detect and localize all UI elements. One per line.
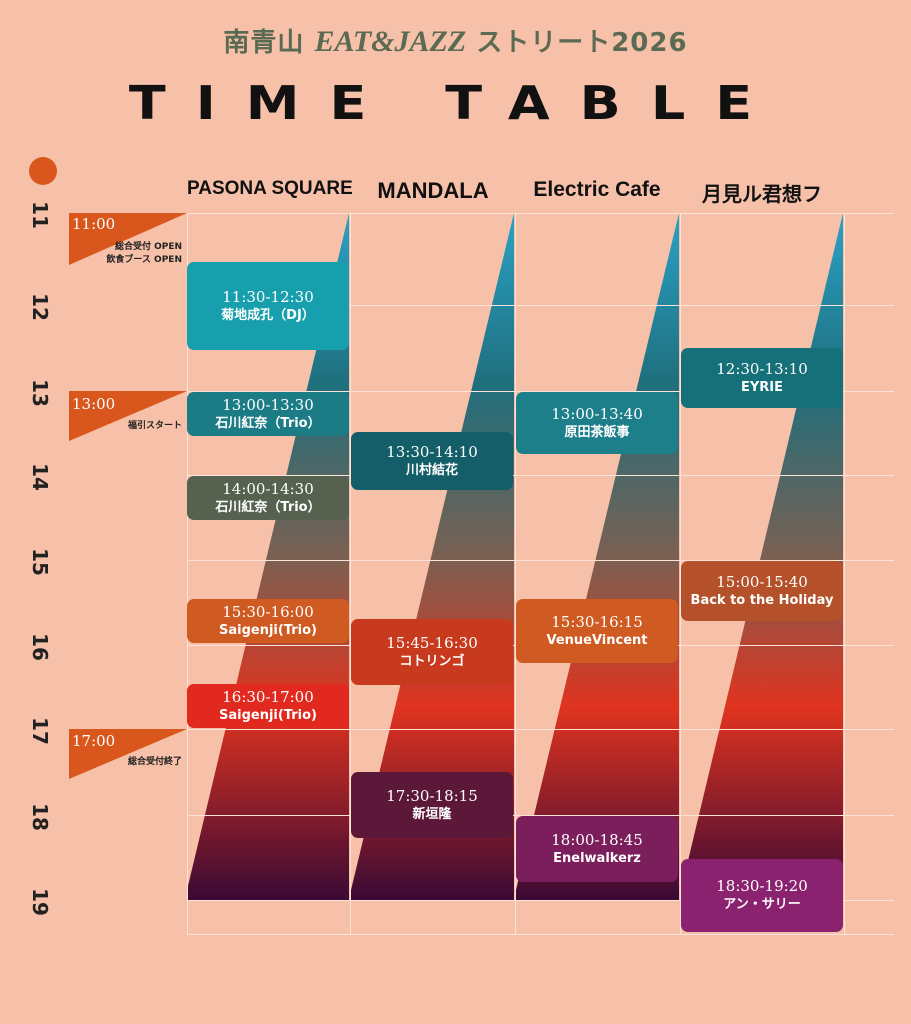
note-flag-1700 <box>69 729 187 779</box>
grid-line-11 <box>187 213 894 214</box>
event-card[interactable]: 18:00-18:45 Enelwalkerz <box>516 816 678 882</box>
event-card[interactable]: 18:30-19:20 アン・サリー <box>681 859 843 932</box>
grid-col-line <box>350 213 351 934</box>
grid-line-bottom <box>187 934 894 935</box>
gradient-shape-mandala <box>351 213 514 900</box>
event-time: 16:30-17:00 <box>222 687 314 706</box>
event-card[interactable]: 15:30-16:15 VenueVincent <box>516 599 678 663</box>
event-time: 13:00-13:40 <box>551 404 643 423</box>
venue-header-tsukimiru: 月見ル君想フ <box>702 184 822 206</box>
event-time: 11:30-12:30 <box>222 287 314 306</box>
note-time-1700: 17:00 <box>72 732 116 750</box>
venue-header-mandala: MANDALA <box>377 178 489 203</box>
event-artist: アン・サリー <box>723 897 801 912</box>
event-artist: 原田茶飯事 <box>564 424 630 440</box>
event-time: 18:30-19:20 <box>716 877 808 895</box>
festival-prefix: 南青山 <box>223 28 305 58</box>
gradient-shape-pasona <box>187 213 349 900</box>
event-card[interactable]: 17:30-18:15 新垣隆 <box>351 772 513 838</box>
event-time: 15:30-16:15 <box>551 612 643 631</box>
note-time-1300: 13:00 <box>72 395 116 413</box>
grid-col-line <box>844 213 845 934</box>
note-flag-1300 <box>69 391 187 441</box>
hour-label-11: 11 <box>28 201 52 229</box>
event-artist: Saigenji(Trio) <box>218 622 317 638</box>
hour-label-13: 13 <box>28 379 52 407</box>
event-card[interactable]: 13:30-14:10 川村結花 <box>351 432 513 490</box>
event-time: 12:30-13:10 <box>716 359 808 378</box>
hour-label-19: 19 <box>28 888 52 916</box>
event-card[interactable]: 15:30-16:00 Saigenji(Trio) <box>187 599 349 643</box>
grid-col-line <box>680 213 681 934</box>
event-time: 13:30-14:10 <box>386 442 478 461</box>
gradient-shape-tsukimiru <box>681 213 843 900</box>
note-text-1100: 総合受付 OPEN 飲食ブース OPEN <box>106 241 182 267</box>
note-text-1700: 総合受付終了 <box>128 756 182 769</box>
hour-label-17: 17 <box>28 717 52 745</box>
event-artist: 石川紅奈（Trio） <box>215 415 321 431</box>
event-time: 14:00-14:30 <box>222 479 314 498</box>
event-time: 17:30-18:15 <box>386 786 478 805</box>
hour-label-16: 16 <box>28 633 52 661</box>
event-time: 15:00-15:40 <box>716 572 808 591</box>
hour-label-18: 18 <box>28 803 52 831</box>
event-artist: VenueVincent <box>546 632 648 648</box>
festival-brand: EAT&JAZZ <box>314 25 467 58</box>
event-card[interactable]: 13:00-13:40 原田茶飯事 <box>516 392 678 454</box>
orange-dot-icon <box>29 157 57 185</box>
grid-line-19 <box>187 900 894 901</box>
note-flag-1100 <box>69 213 187 265</box>
event-artist: Saigenji(Trio) <box>218 707 317 723</box>
note-line: 飲食ブース OPEN <box>106 255 182 265</box>
hour-label-12: 12 <box>28 293 52 321</box>
event-card[interactable]: 15:45-16:30 コトリンゴ <box>351 619 513 685</box>
event-artist: 石川紅奈（Trio） <box>215 499 321 515</box>
venue-header-pasona: PASONA SQUARE <box>187 178 353 199</box>
event-time: 15:45-16:30 <box>386 633 478 652</box>
event-artist: Back to the Holiday <box>690 592 834 608</box>
grid-line-13 <box>187 391 894 392</box>
event-card[interactable]: 16:30-17:00 Saigenji(Trio) <box>187 684 349 728</box>
venue-header-electric: Electric Cafe <box>533 178 661 201</box>
event-time: 13:00-13:30 <box>222 395 314 414</box>
festival-suffix: ストリート2026 <box>476 28 688 58</box>
note-line: 総合受付 OPEN <box>114 242 182 252</box>
event-card[interactable]: 11:30-12:30 菊地成孔（DJ） <box>187 262 349 350</box>
event-card[interactable]: 15:00-15:40 Back to the Holiday <box>681 561 843 621</box>
hour-label-15: 15 <box>28 548 52 576</box>
note-line: 福引スタート <box>127 421 182 431</box>
page-title: TIME TABLE <box>128 76 783 131</box>
grid-line-15 <box>187 560 894 561</box>
note-text-1300: 福引スタート <box>128 420 182 433</box>
event-artist: コトリンゴ <box>399 653 465 669</box>
event-artist: Enelwalkerz <box>553 850 641 866</box>
grid-line-17 <box>187 729 894 730</box>
event-artist: EYRIE <box>740 379 784 395</box>
event-card[interactable]: 14:00-14:30 石川紅奈（Trio） <box>187 476 349 520</box>
event-time: 18:00-18:45 <box>551 830 643 849</box>
note-time-1100: 11:00 <box>72 215 116 233</box>
event-card[interactable]: 12:30-13:10 EYRIE <box>681 348 843 408</box>
gradient-shape-electric <box>516 213 679 900</box>
grid-line-18 <box>187 815 894 816</box>
grid-col-line <box>515 213 516 934</box>
festival-name: 南青山 EAT&JAZZ ストリート2026 <box>0 22 911 59</box>
grid-line-12 <box>187 305 894 306</box>
event-artist: 菊地成孔（DJ） <box>221 307 315 323</box>
grid-col-line <box>187 213 188 934</box>
event-time: 15:30-16:00 <box>222 602 314 621</box>
event-artist: 新垣隆 <box>412 806 452 822</box>
grid-line-14 <box>187 475 894 476</box>
hour-label-14: 14 <box>28 463 52 491</box>
note-line: 総合受付終了 <box>127 757 182 767</box>
event-card[interactable]: 13:00-13:30 石川紅奈（Trio） <box>187 392 349 436</box>
event-artist: 川村結花 <box>405 462 458 478</box>
